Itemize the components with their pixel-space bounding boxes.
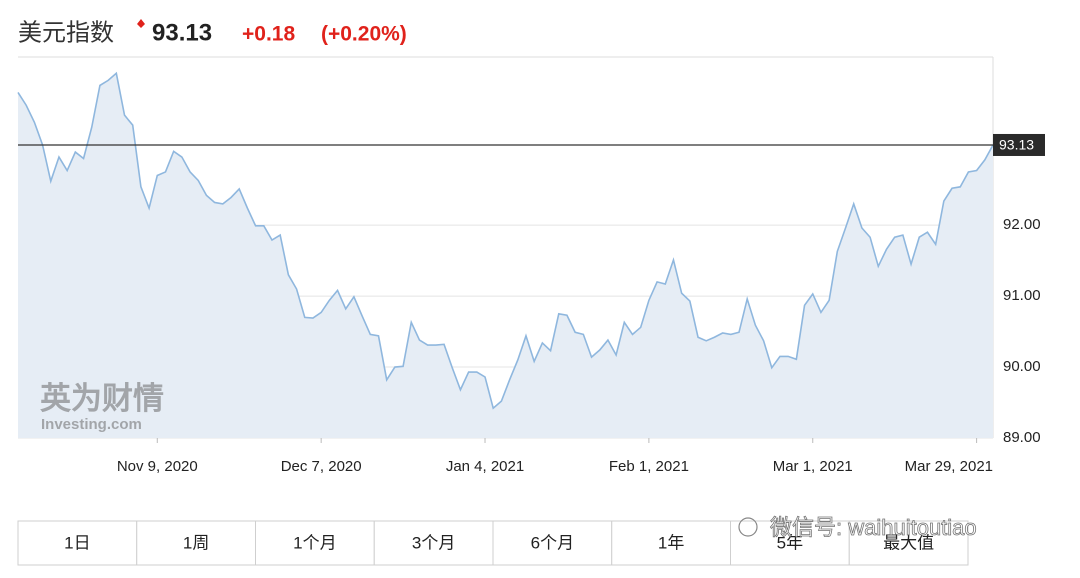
range-button-label: 3个月 — [412, 533, 455, 552]
range-button-label: 最大值 — [883, 533, 934, 552]
range-button[interactable]: 1日 — [17, 520, 138, 566]
area — [18, 73, 993, 438]
x-tick-label: Dec 7, 2020 — [281, 458, 362, 475]
range-button[interactable]: 6个月 — [492, 520, 613, 566]
range-button[interactable]: 最大值 — [848, 520, 969, 566]
header-title: 美元指数 — [18, 19, 114, 46]
range-button-box — [136, 520, 256, 566]
range-button-box — [492, 520, 613, 566]
range-button-label: 5年 — [777, 533, 803, 552]
current-value-label: 93.13 — [999, 137, 1034, 153]
y-tick-label: 89.00 — [1003, 429, 1041, 446]
y-tick-label: 92.00 — [1003, 216, 1041, 233]
range-button[interactable]: 1个月 — [255, 520, 375, 566]
range-button-box — [611, 520, 731, 566]
x-tick-label: Mar 1, 2021 — [773, 458, 853, 475]
range-button-label: 1日 — [64, 533, 90, 552]
range-button-label: 6个月 — [531, 533, 574, 552]
range-button-label: 1年 — [658, 533, 684, 552]
range-button-box — [848, 520, 969, 566]
x-tick-label: Jan 4, 2021 — [446, 458, 524, 475]
header-change: +0.18 — [242, 23, 295, 46]
range-button[interactable]: 5年 — [730, 520, 850, 566]
range-button-box — [373, 520, 494, 566]
range-button[interactable]: 1年 — [611, 520, 731, 566]
range-button[interactable]: 3个月 — [373, 520, 494, 566]
x-tick-label: Feb 1, 2021 — [609, 458, 689, 475]
range-button-label: 1个月 — [293, 533, 336, 552]
y-tick-label: 90.00 — [1003, 358, 1041, 375]
x-tick-label: Nov 9, 2020 — [117, 458, 198, 475]
y-tick-label: 91.00 — [1003, 287, 1041, 304]
watermark-sub: Investing.com — [41, 416, 142, 433]
up-icon — [137, 19, 145, 28]
header-price: 93.13 — [152, 19, 212, 46]
wechat-icon — [738, 517, 758, 537]
current-value-badge — [993, 133, 1045, 156]
watermark: 英为财情 — [40, 381, 164, 416]
header-change-pct: (+0.20%) — [321, 23, 407, 46]
range-button-box — [255, 520, 375, 566]
x-tick-label: Mar 29, 2021 — [905, 458, 993, 475]
footer-watermark: 微信号: waihuitoutiao — [770, 515, 977, 540]
range-button-box — [730, 520, 850, 566]
range-button[interactable]: 1周 — [136, 520, 256, 566]
price-line — [17, 71, 994, 410]
range-button-label: 1周 — [183, 533, 209, 552]
